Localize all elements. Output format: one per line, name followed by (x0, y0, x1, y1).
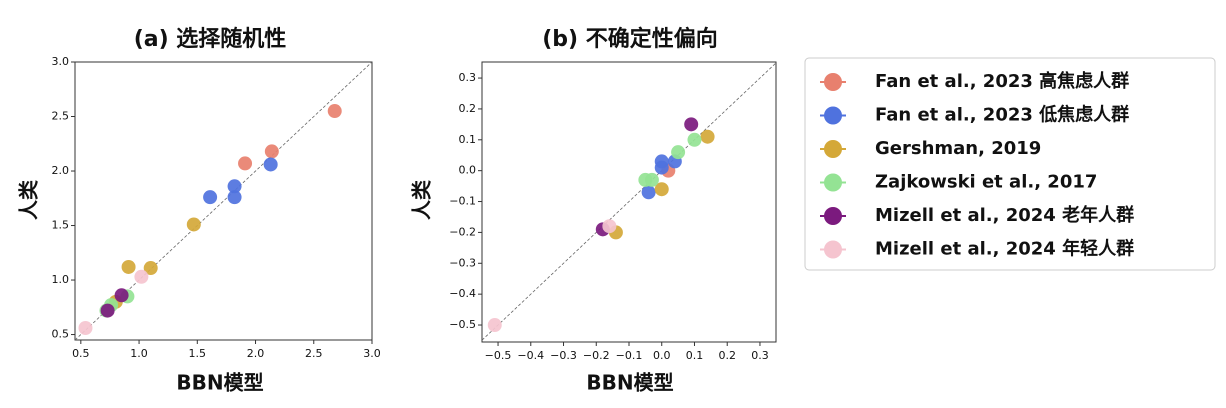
point (654, 160, 669, 175)
point (264, 144, 279, 159)
legend-label: Fan et al., 2023 低焦虑人群 (875, 104, 1129, 126)
y-axis-label: 人类 (17, 180, 41, 220)
y-tick-label: 0.1 (459, 133, 477, 146)
x-tick-label: 0.0 (653, 349, 671, 362)
x-tick-label: 2.5 (305, 347, 323, 360)
point (687, 132, 702, 147)
x-tick-label: 1.0 (130, 347, 148, 360)
identity-line (481, 62, 777, 341)
point (227, 190, 242, 205)
point (238, 156, 253, 171)
point (654, 182, 669, 197)
legend-label: Gershman, 2019 (875, 138, 1041, 159)
legend-box (804, 57, 1216, 271)
point (641, 185, 656, 200)
chart-title: (b) 不确定性偏向 (542, 26, 718, 52)
y-tick-label: 2.5 (52, 110, 70, 123)
y-tick-label: 0.3 (459, 71, 477, 84)
x-tick-label: −0.3 (550, 349, 577, 362)
point (700, 129, 715, 144)
y-tick-label: 0.5 (52, 328, 70, 341)
point (143, 261, 158, 276)
y-tick-label: 0.0 (459, 164, 477, 177)
point (684, 117, 699, 132)
legend-label: Mizell et al., 2024 老年人群 (875, 204, 1134, 226)
y-tick-label: −0.1 (449, 195, 476, 208)
point (121, 259, 136, 274)
point (100, 303, 115, 318)
legend-marker (824, 140, 842, 158)
x-axis-label: BBN模型 (176, 371, 263, 395)
y-tick-label: 1.0 (52, 273, 70, 286)
legend-marker (824, 73, 842, 91)
point (186, 217, 201, 232)
x-tick-label: 0.2 (718, 349, 736, 362)
chart-title: (a) 选择随机性 (134, 26, 287, 52)
point (114, 288, 129, 303)
point (134, 269, 149, 284)
legend-label: Zajkowski et al., 2017 (875, 172, 1097, 193)
plot-frame (74, 61, 373, 341)
point (203, 190, 218, 205)
legend-label: Fan et al., 2023 高焦虑人群 (875, 70, 1129, 92)
x-tick-label: 0.3 (751, 349, 769, 362)
x-tick-label: 0.1 (686, 349, 704, 362)
y-tick-label: 2.0 (52, 164, 70, 177)
x-tick-label: −0.5 (485, 349, 512, 362)
x-tick-label: 3.0 (363, 347, 381, 360)
point (78, 321, 93, 336)
y-tick-label: 1.5 (52, 219, 70, 232)
point (602, 219, 617, 234)
y-tick-label: −0.3 (449, 256, 476, 269)
y-tick-label: 0.2 (459, 102, 477, 115)
x-tick-label: −0.4 (517, 349, 544, 362)
legend-marker (824, 173, 842, 192)
x-tick-label: 0.5 (72, 347, 90, 360)
legend-label: Mizell et al., 2024 年轻人群 (875, 238, 1134, 260)
x-tick-label: 2.0 (247, 347, 265, 360)
point (487, 318, 502, 333)
legend-marker (824, 106, 842, 125)
y-tick-label: −0.5 (449, 318, 476, 331)
x-tick-label: −0.2 (583, 349, 610, 362)
point (227, 179, 242, 194)
legend-marker (824, 240, 842, 259)
point (327, 104, 342, 119)
y-tick-label: 3.0 (52, 55, 70, 68)
y-tick-label: −0.2 (449, 225, 476, 238)
point (638, 172, 653, 187)
x-axis-label: BBN模型 (586, 371, 673, 395)
point (263, 157, 278, 172)
point (671, 145, 686, 160)
legend-marker (824, 207, 842, 225)
x-tick-label: 1.5 (189, 347, 207, 360)
y-tick-label: −0.4 (449, 287, 476, 300)
y-axis-label: 人类 (410, 180, 434, 220)
x-tick-label: −0.1 (616, 349, 643, 362)
